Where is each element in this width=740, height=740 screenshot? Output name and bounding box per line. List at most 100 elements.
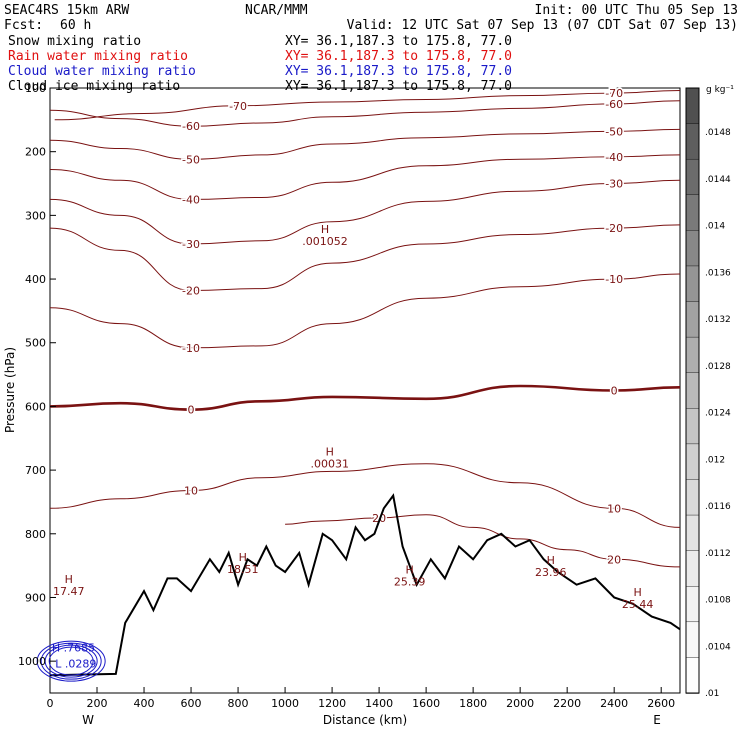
cloud-water-label: H .7685 — [52, 642, 95, 655]
x-tick-label: 2600 — [647, 697, 675, 710]
isotherm-line — [54, 90, 681, 121]
y-axis-ticks: 100 200 300 400 500 600 700 800 900 1000 — [18, 82, 56, 668]
terrain-profile — [49, 493, 681, 677]
y-tick-label: 700 — [25, 464, 46, 477]
x-tick-label: 2400 — [600, 697, 628, 710]
colorbar-tick-label: .01 — [705, 689, 719, 699]
isotherm-line — [49, 100, 681, 127]
field-xy-rain: XY= 36.1,187.3 to 175.8, 77.0 — [285, 49, 512, 64]
colorbar-swatch — [685, 123, 700, 160]
y-tick-label: 600 — [25, 400, 46, 413]
isotherm-label: -50 — [182, 153, 200, 166]
colorbar-swatch — [685, 336, 700, 374]
field-xy-cloudice: XY= 36.1,187.3 to 175.8, 77.0 — [285, 79, 512, 94]
field-xy-cloudwater: XY= 36.1,187.3 to 175.8, 77.0 — [285, 64, 512, 79]
isotherm-label: -60 — [605, 98, 623, 111]
isotherm-label: -10 — [182, 342, 200, 355]
colorbar-tick-label: .0128 — [705, 362, 731, 372]
cloud-water-label: L .0289 — [55, 658, 96, 671]
colorbar-swatch — [685, 514, 700, 552]
x-tick-label: 2200 — [553, 697, 581, 710]
colorbar-swatch — [685, 550, 700, 587]
maximum-marker: H — [406, 564, 414, 577]
x-tick-label: 800 — [228, 697, 249, 710]
y-tick-label: 1000 — [18, 655, 46, 668]
colorbar-frame — [685, 87, 700, 694]
x-tick-label: 0 — [47, 697, 54, 710]
init-time: Init: 00 UTC Thu 05 Sep 13 — [535, 3, 739, 18]
colorbar-swatch — [685, 479, 700, 516]
colorbar-tick-label: .0108 — [705, 596, 731, 606]
maximum-value: 25.44 — [622, 598, 654, 611]
cloud-water-contour — [36, 640, 106, 682]
cloud-water-contours: H .7685 L .0289 — [36, 640, 106, 682]
colorbar-tick-label: .0144 — [705, 175, 731, 185]
isotherm-line — [49, 273, 681, 349]
isotherm-label: -60 — [182, 120, 200, 133]
fcst-label: Fcst: — [4, 18, 43, 33]
cloud-water-contour — [48, 646, 94, 676]
y-tick-label: 400 — [25, 273, 46, 286]
isotherm-label: 10 — [607, 502, 621, 515]
field-xy-snow: XY= 36.1,187.3 to 175.8, 77.0 — [285, 34, 512, 49]
x-tick-label: 200 — [87, 697, 108, 710]
maximum-marker: H — [65, 573, 73, 586]
field-name-rain: Rain water mixing ratio — [8, 49, 188, 64]
isotherm-label: 10 — [184, 484, 198, 497]
maximum-marker: H — [321, 223, 329, 236]
y-tick-label: 100 — [25, 82, 46, 95]
colorbar-swatch — [685, 301, 700, 338]
isotherm-label: 20 — [607, 553, 621, 566]
isotherm-line — [49, 154, 681, 200]
isotherm-line — [49, 384, 681, 411]
temperature-contours: -70-70-60-60-50-50-40-40-30-30-20-20-10-… — [49, 86, 681, 568]
isotherm-line — [285, 514, 681, 568]
isotherm-line — [49, 224, 681, 292]
colorbar-swatch — [685, 443, 700, 481]
colorbar-swatch — [685, 87, 700, 125]
plot-frame — [49, 87, 681, 694]
maximum-marker: H — [547, 554, 555, 567]
x-tick-label: 400 — [134, 697, 155, 710]
field-name-snow: Snow mixing ratio — [8, 34, 141, 49]
maximum-value: .001052 — [302, 235, 348, 248]
isotherm-label: -20 — [182, 285, 200, 298]
fcst-value: 60 h — [60, 18, 91, 33]
y-tick-label: 300 — [25, 209, 46, 222]
x-end-label-east: E — [653, 713, 661, 727]
colorbar-swatch — [685, 372, 700, 409]
isotherm-line — [49, 463, 681, 528]
maximum-marker: H — [326, 446, 334, 459]
maximum-value: 25.39 — [394, 576, 426, 589]
colorbar: .0148 .0144 .014 .0136 .0132 .0128 .0124 .012 .0… — [685, 87, 731, 699]
x-axis-label: Distance (km) — [323, 713, 407, 727]
colorbar-tick-label: .0104 — [705, 642, 731, 652]
isotherm-label: 0 — [188, 404, 195, 417]
y-tick-label: 800 — [25, 528, 46, 541]
maximum-marker: H — [634, 586, 642, 599]
maximum-value: .00031 — [310, 458, 349, 471]
isotherm-label: -30 — [605, 178, 623, 191]
x-tick-label: 2000 — [506, 697, 534, 710]
maximum-value: 17.47 — [53, 585, 85, 598]
valid-time: Valid: 12 UTC Sat 07 Sep 13 (07 CDT Sat … — [347, 18, 738, 33]
colorbar-tick-label: .014 — [705, 222, 725, 232]
colorbar-swatch — [685, 586, 700, 623]
y-tick-label: 900 — [25, 591, 46, 604]
y-tick-label: 200 — [25, 146, 46, 159]
maximum-value: 23.96 — [535, 566, 567, 579]
colorbar-tick-label: .0148 — [705, 128, 731, 138]
x-tick-label: 1400 — [365, 697, 393, 710]
colorbar-unit: g kg⁻¹ — [706, 85, 734, 95]
maximum-value: 18.51 — [227, 563, 259, 576]
field-name-cloudice: Cloud ice mixing ratio — [8, 79, 180, 94]
colorbar-tick-label: .0112 — [705, 549, 731, 559]
y-tick-label: 500 — [25, 337, 46, 350]
x-end-label-west: W — [82, 713, 94, 727]
center-title: NCAR/MMM — [245, 3, 308, 18]
x-tick-label: 600 — [181, 697, 202, 710]
x-tick-label: 1000 — [271, 697, 299, 710]
colorbar-swatch — [685, 621, 700, 659]
